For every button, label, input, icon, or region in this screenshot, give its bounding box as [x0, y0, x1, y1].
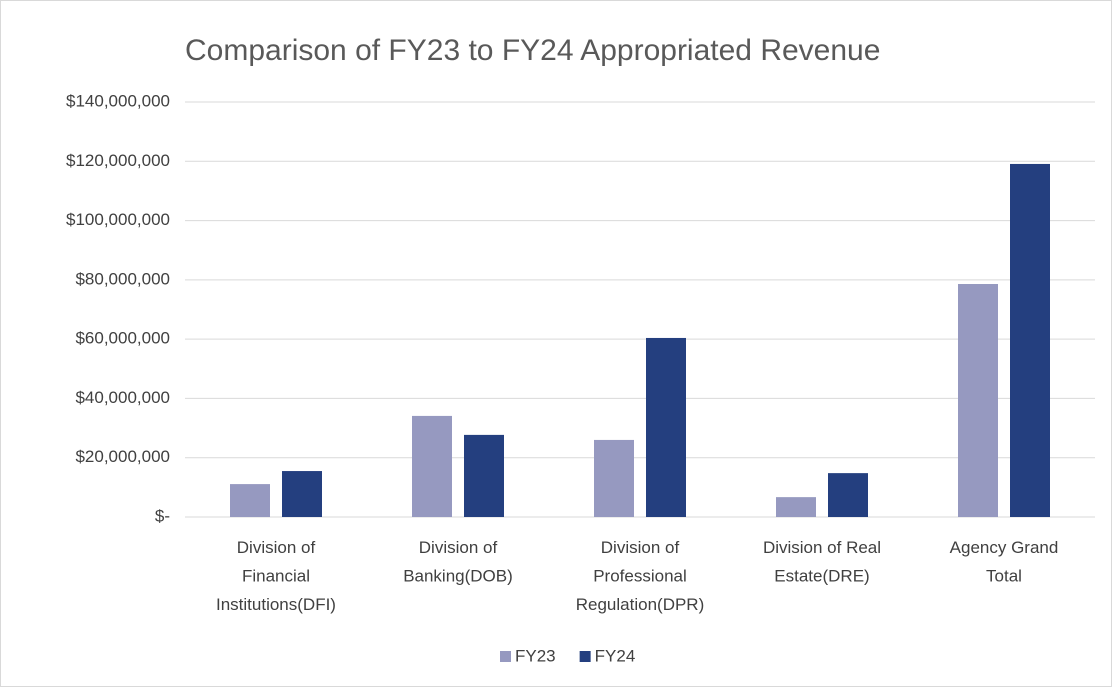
y-tick-label: $20,000,000 [75, 447, 170, 466]
legend-swatch [579, 651, 591, 662]
bar [828, 473, 868, 517]
bar [412, 415, 452, 517]
legend-swatch [500, 651, 511, 662]
x-tick-label: Division of Real Estate(DRE) [763, 538, 881, 586]
bar [776, 497, 816, 517]
bar [594, 439, 634, 517]
x-tick-label: Division of Banking(DOB) [403, 538, 513, 586]
chart-title: Comparison of FY23 to FY24 Appropriated … [185, 34, 880, 67]
y-tick-label: $140,000,000 [66, 91, 170, 110]
bar [230, 484, 270, 517]
bar [1010, 163, 1050, 518]
y-tick-label: $100,000,000 [66, 210, 170, 229]
x-tick-label: Agency Grand Total [950, 538, 1059, 586]
y-tick-label: $- [155, 506, 170, 525]
legend-label: FY23 [515, 646, 556, 665]
y-tick-label: $80,000,000 [75, 269, 170, 288]
y-tick-label: $60,000,000 [75, 329, 170, 348]
legend-label: FY24 [595, 646, 636, 665]
bar [282, 471, 322, 517]
bar [958, 284, 998, 517]
y-tick-label: $40,000,000 [75, 388, 170, 407]
bar [464, 434, 504, 517]
bar [646, 337, 686, 517]
y-tick-label: $120,000,000 [66, 151, 170, 170]
x-tick-label: Division of Professional Regulation(DPR) [576, 538, 705, 614]
x-tick-label: Division of Financial Institutions(DFI) [216, 538, 336, 614]
